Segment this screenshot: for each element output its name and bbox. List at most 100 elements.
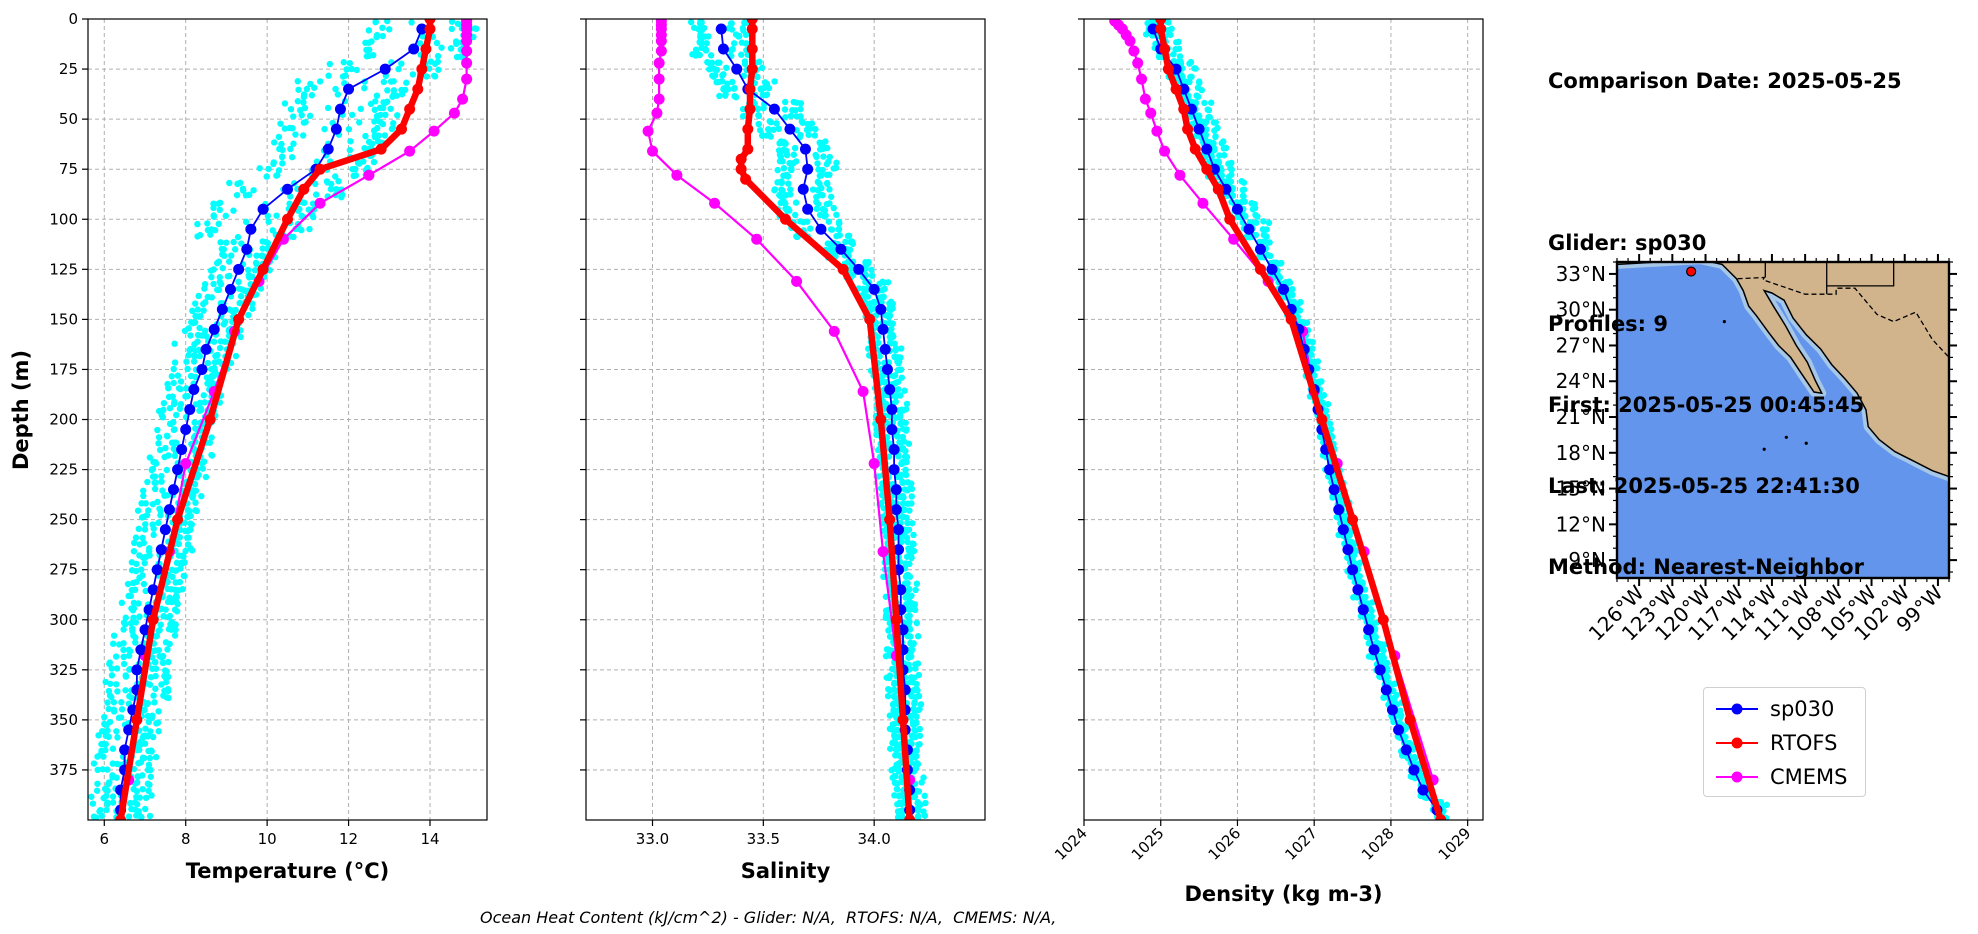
- raw-profile-point: [897, 471, 905, 478]
- raw-profile-point: [911, 726, 918, 734]
- raw-profile-point: [147, 773, 154, 780]
- raw-profile-point: [151, 485, 159, 493]
- raw-profile-point: [298, 212, 305, 219]
- raw-profile-point: [1385, 679, 1392, 686]
- raw-profile-point: [245, 272, 252, 279]
- raw-profile-point: [110, 699, 118, 706]
- raw-profile-point: [897, 366, 904, 374]
- raw-profile-point: [1297, 298, 1304, 306]
- raw-profile-point: [142, 794, 150, 802]
- raw-profile-point: [1253, 219, 1260, 226]
- raw-profile-point: [910, 705, 917, 713]
- raw-profile-point: [104, 787, 111, 794]
- raw-profile-point: [130, 539, 138, 547]
- data-point-sp030: [884, 383, 896, 395]
- raw-profile-point: [739, 105, 747, 113]
- raw-profile-point: [146, 781, 153, 788]
- raw-profile-point: [189, 547, 196, 554]
- raw-profile-point: [1363, 633, 1370, 641]
- raw-profile-point: [230, 207, 237, 214]
- lat-tick-label: 21°N: [1556, 405, 1606, 429]
- raw-profile-point: [1227, 165, 1234, 172]
- raw-profile-point: [115, 714, 123, 721]
- raw-profile-point: [813, 153, 820, 161]
- raw-profile-point: [836, 232, 843, 239]
- data-point-sp030: [225, 283, 236, 295]
- raw-profile-point: [194, 306, 202, 313]
- raw-profile-point: [878, 374, 885, 381]
- raw-profile-point: [200, 307, 207, 314]
- raw-profile-point: [893, 414, 900, 421]
- raw-profile-point: [727, 20, 735, 27]
- raw-profile-point: [454, 20, 462, 27]
- raw-profile-point: [787, 191, 794, 198]
- raw-profile-point: [1228, 159, 1235, 167]
- raw-profile-point: [903, 426, 910, 433]
- raw-profile-point: [127, 619, 135, 627]
- raw-profile-point: [886, 633, 894, 640]
- raw-profile-point: [327, 180, 335, 188]
- raw-profile-point: [113, 681, 120, 688]
- raw-profile-point: [1240, 179, 1248, 186]
- raw-profile-point: [891, 727, 898, 734]
- data-point-sp030: [176, 444, 188, 456]
- raw-profile-point: [907, 553, 915, 560]
- raw-profile-point: [779, 187, 786, 194]
- raw-profile-point: [230, 238, 237, 246]
- raw-profile-point: [114, 688, 121, 695]
- raw-profile-point: [132, 639, 139, 646]
- raw-profile-point: [324, 104, 332, 112]
- raw-profile-point: [173, 559, 181, 567]
- raw-profile-point: [797, 113, 804, 120]
- x-tick-label: 8: [181, 830, 191, 848]
- raw-profile-point: [159, 487, 166, 494]
- raw-profile-point: [183, 385, 190, 392]
- raw-profile-point: [889, 721, 896, 728]
- y-tick-label: 50: [59, 110, 78, 128]
- raw-profile-point: [1248, 200, 1255, 207]
- data-point-sp030: [416, 23, 428, 35]
- raw-profile-point: [471, 25, 479, 32]
- raw-profile-point: [780, 165, 788, 172]
- raw-profile-point: [191, 480, 199, 488]
- raw-profile-point: [1213, 158, 1221, 165]
- raw-profile-point: [216, 344, 224, 352]
- raw-profile-point: [1201, 99, 1208, 107]
- raw-profile-point: [1264, 251, 1271, 259]
- raw-profile-point: [306, 112, 314, 120]
- raw-profile-point: [306, 225, 313, 233]
- raw-profile-point: [298, 112, 305, 119]
- raw-profile-point: [167, 420, 175, 428]
- data-point-sp030: [1393, 724, 1405, 736]
- raw-profile-point: [1205, 107, 1213, 114]
- raw-profile-point: [198, 492, 205, 500]
- raw-profile-point: [106, 660, 113, 668]
- data-point-sp030: [1278, 283, 1289, 295]
- raw-profile-point: [163, 466, 170, 474]
- raw-profile-point: [166, 640, 173, 648]
- raw-profile-point: [313, 158, 321, 165]
- data-point-sp030: [799, 143, 811, 155]
- raw-profile-point: [820, 153, 827, 160]
- data-point-sp030: [802, 203, 814, 215]
- raw-profile-point: [216, 206, 224, 214]
- raw-profile-point: [792, 199, 800, 206]
- data-point-cmems: [642, 125, 654, 137]
- raw-profile-point: [730, 85, 738, 92]
- raw-profile-point: [141, 526, 149, 533]
- raw-profile-point: [896, 812, 903, 819]
- data-point-rtofs: [746, 63, 758, 75]
- raw-profile-point: [891, 772, 898, 780]
- raw-profile-point: [226, 179, 233, 187]
- raw-profile-point: [835, 226, 842, 233]
- raw-profile-point: [191, 353, 198, 360]
- raw-profile-point: [222, 318, 229, 325]
- raw-profile-point: [1207, 99, 1215, 106]
- raw-profile-point: [144, 478, 151, 486]
- raw-profile-point: [109, 745, 117, 752]
- raw-profile-point: [187, 372, 195, 380]
- data-point-cmems: [653, 93, 665, 105]
- data-point-sp030: [1417, 784, 1429, 796]
- raw-profile-point: [103, 792, 110, 800]
- raw-profile-point: [754, 105, 762, 112]
